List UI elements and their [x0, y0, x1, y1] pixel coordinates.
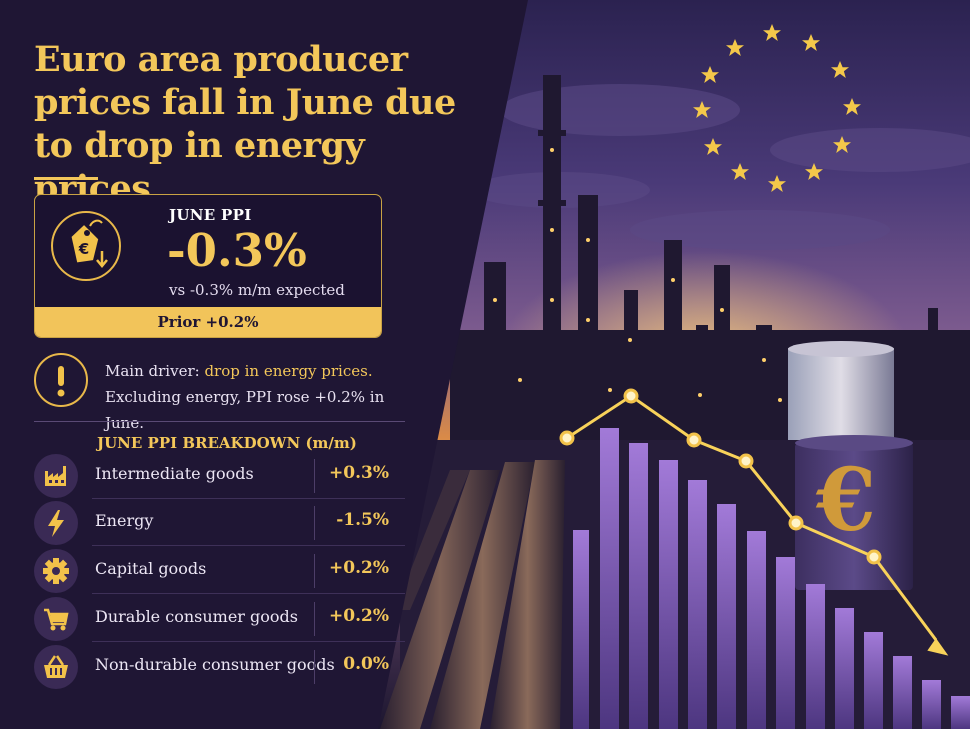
storage-tank: [788, 348, 894, 440]
breakdown-row-intermediate: Intermediate goods +0.3%: [34, 451, 405, 499]
breakdown-title: JUNE PPI BREAKDOWN (m/m): [97, 434, 357, 452]
breakdown-label: Non-durable consumer goods: [95, 655, 335, 674]
breakdown-label: Durable consumer goods: [95, 607, 298, 626]
gear-icon: [34, 549, 78, 593]
section-divider: [34, 421, 405, 422]
breakdown-label: Capital goods: [95, 559, 207, 578]
row-separator: [92, 641, 405, 642]
row-divider: [314, 459, 315, 493]
decline-bars: [573, 428, 970, 729]
main-driver-text: Main driver: drop in energy prices. Excl…: [105, 358, 425, 436]
row-separator: [92, 545, 405, 546]
page-title: Euro area producer prices fall in June d…: [34, 39, 456, 209]
exclamation-icon: [34, 353, 88, 407]
driver-detail: Excluding energy, PPI rose +0.2% in June…: [105, 388, 385, 432]
driver-prefix: Main driver:: [105, 362, 205, 380]
breakdown-value: +0.2%: [329, 558, 389, 578]
shopping-cart-icon: [34, 597, 78, 641]
row-separator: [92, 593, 405, 594]
ppi-label: JUNE PPI: [169, 206, 252, 224]
breakdown-row-nondurable: Non-durable consumer goods 0.0%: [34, 642, 405, 690]
breakdown-value: 0.0%: [343, 654, 389, 674]
june-ppi-card: € JUNE PPI -0.3% vs -0.3% m/m expected P…: [34, 194, 382, 338]
breakdown-label: Energy: [95, 511, 154, 530]
basket-icon: [34, 645, 78, 689]
euro-price-tag-down-icon: €: [51, 211, 121, 281]
euro-tank: [795, 443, 913, 590]
row-divider: [314, 554, 315, 588]
ppi-expected: vs -0.3% m/m expected: [169, 281, 345, 299]
breakdown-row-durable: Durable consumer goods +0.2%: [34, 594, 405, 642]
ppi-value: -0.3%: [167, 224, 307, 277]
prior-value-bar: Prior +0.2%: [35, 307, 381, 337]
eu-stars: [693, 24, 861, 192]
row-separator: [92, 498, 405, 499]
row-divider: [314, 506, 315, 540]
breakdown-value: +0.2%: [329, 606, 389, 626]
pipelines: [380, 460, 565, 729]
breakdown-row-capital: Capital goods +0.2%: [34, 546, 405, 594]
breakdown-value: +0.3%: [329, 463, 389, 483]
title-underline: [34, 177, 98, 180]
driver-highlight: drop in energy prices.: [204, 362, 373, 380]
breakdown-label: Intermediate goods: [95, 464, 254, 483]
breakdown-value: -1.5%: [336, 510, 389, 530]
breakdown-row-energy: Energy -1.5%: [34, 498, 405, 546]
lightning-icon: [34, 501, 78, 545]
factory-icon: [34, 454, 78, 498]
row-divider: [314, 602, 315, 636]
svg-text:€: €: [78, 240, 89, 258]
row-divider: [314, 650, 315, 684]
falling-trend-line: [559, 388, 949, 656]
